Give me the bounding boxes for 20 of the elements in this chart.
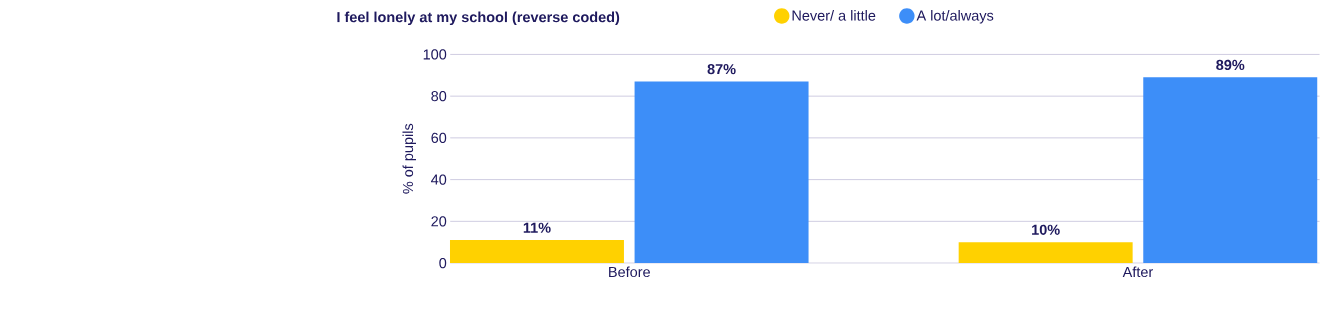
- data-label: 11%: [523, 222, 551, 233]
- chart-title: I feel lonely at my school (reverse coded): [337, 11, 620, 25]
- y-tick-label: 40: [431, 174, 447, 185]
- data-label: 10%: [1032, 224, 1060, 235]
- bar: [634, 81, 809, 263]
- data-label: 87%: [707, 63, 736, 75]
- x-tick-label: After: [1122, 266, 1153, 277]
- y-tick-label: 60: [431, 132, 447, 143]
- y-tick-label: 80: [431, 90, 447, 102]
- y-tick-label: 20: [431, 216, 447, 227]
- data-label: 89%: [1216, 59, 1245, 70]
- legend-label: A lot/always: [916, 9, 994, 24]
- y-axis-title: % of pupils: [402, 123, 416, 194]
- bar: [958, 242, 1133, 263]
- x-tick-label: Before: [609, 266, 650, 277]
- y-tick-label: 100: [423, 49, 447, 60]
- legend-label: Never/ a little: [792, 9, 876, 21]
- y-tick-label: 0: [439, 257, 447, 269]
- bar: [1143, 77, 1318, 263]
- bar: [449, 239, 624, 263]
